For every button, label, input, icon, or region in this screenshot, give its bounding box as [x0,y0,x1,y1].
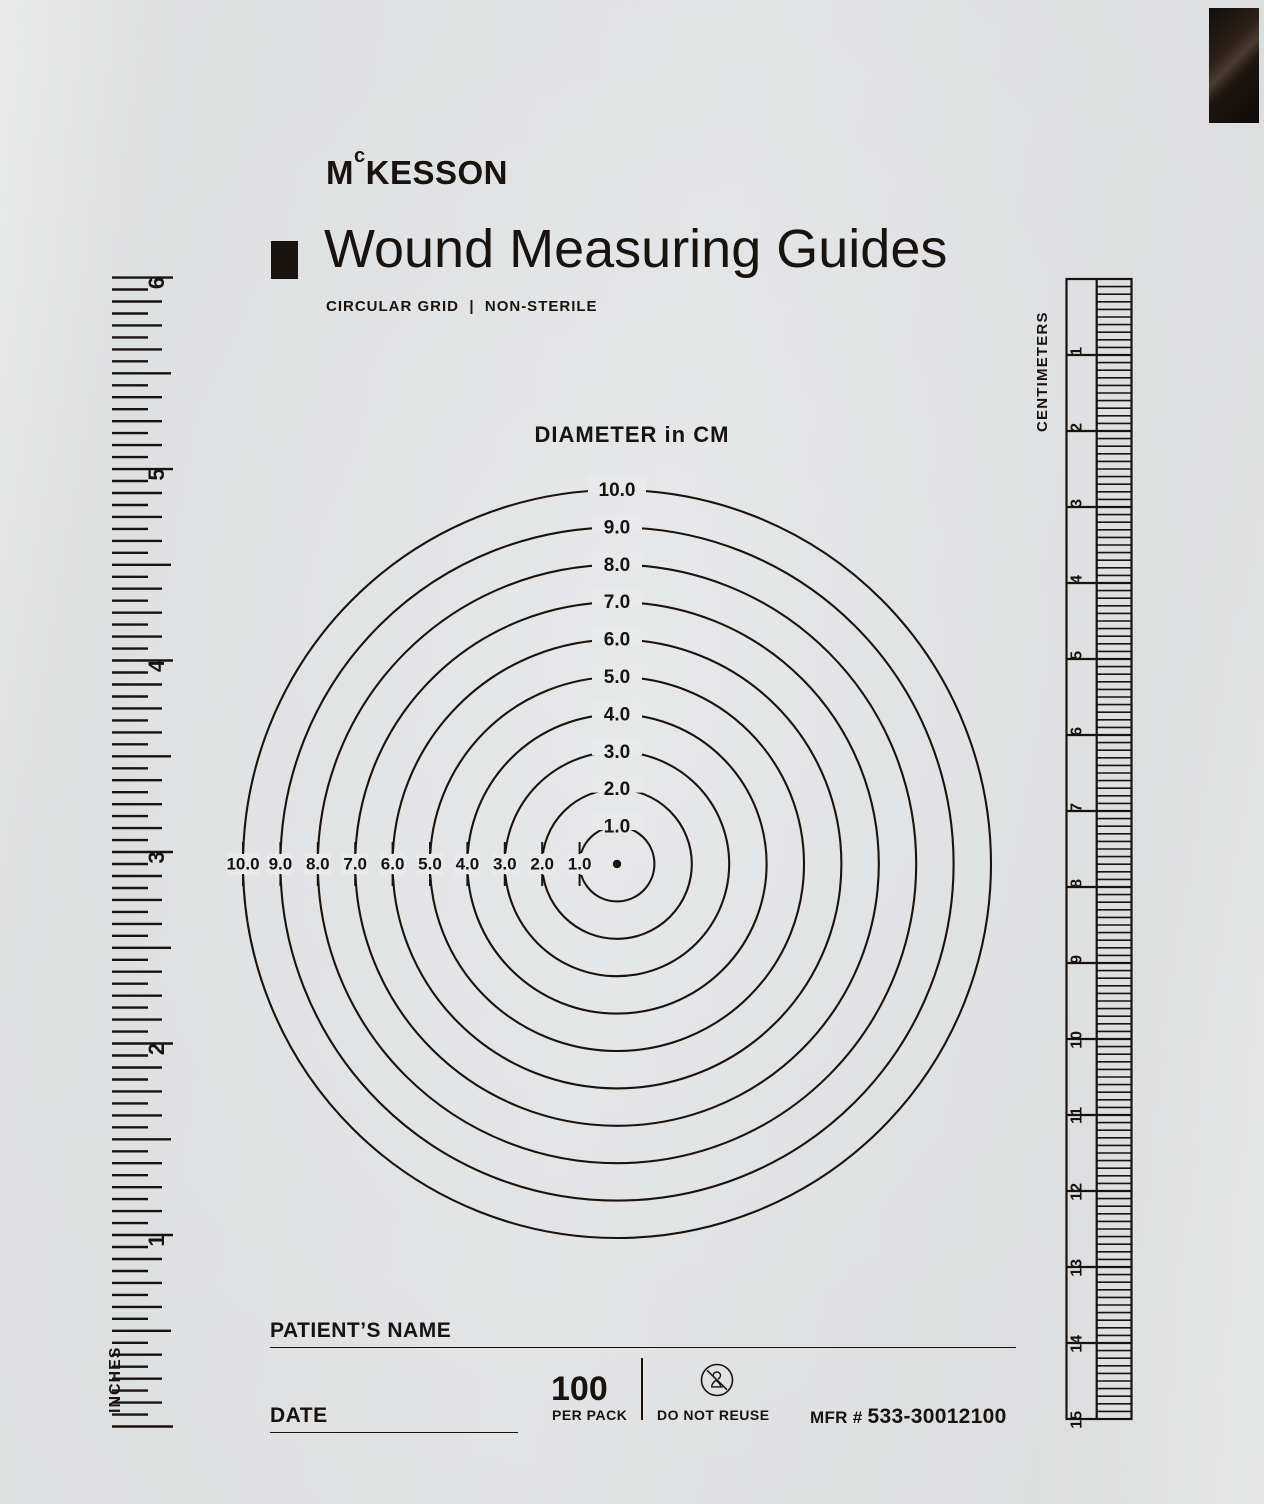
svg-text:4.0: 4.0 [456,855,480,874]
svg-text:4: 4 [1069,575,1086,584]
svg-text:4: 4 [144,659,169,672]
svg-text:1.0: 1.0 [604,817,630,838]
svg-text:6: 6 [1069,727,1086,736]
svg-text:6: 6 [144,277,169,289]
svg-text:5.0: 5.0 [418,855,442,874]
svg-text:5.0: 5.0 [604,667,630,688]
svg-text:6.0: 6.0 [381,855,405,874]
svg-text:14: 14 [1069,1335,1086,1353]
svg-text:6.0: 6.0 [604,630,630,651]
svg-text:13: 13 [1069,1259,1086,1277]
svg-text:1: 1 [1069,347,1086,356]
svg-text:15: 15 [1069,1411,1086,1429]
svg-text:10.0: 10.0 [226,855,259,874]
svg-text:INCHES: INCHES [107,1347,124,1413]
svg-text:8: 8 [1069,879,1086,888]
svg-text:11: 11 [1069,1107,1086,1124]
svg-text:1: 1 [144,1234,169,1246]
svg-text:5: 5 [144,468,169,480]
svg-text:5: 5 [1069,651,1086,660]
svg-text:3: 3 [1069,499,1086,508]
svg-text:2: 2 [1069,423,1086,432]
svg-text:10.0: 10.0 [599,480,636,501]
svg-text:8.0: 8.0 [604,555,630,576]
svg-text:CENTIMETERS: CENTIMETERS [1034,311,1051,432]
svg-text:9.0: 9.0 [604,517,630,538]
svg-text:9: 9 [1069,955,1086,964]
svg-text:12: 12 [1069,1183,1086,1201]
svg-text:9.0: 9.0 [269,855,293,874]
svg-text:2.0: 2.0 [604,779,630,800]
svg-text:4.0: 4.0 [604,704,630,725]
svg-text:7.0: 7.0 [604,592,630,613]
svg-text:2.0: 2.0 [530,855,554,874]
svg-text:10: 10 [1069,1031,1086,1049]
svg-text:3.0: 3.0 [604,742,630,763]
svg-text:1.0: 1.0 [568,855,592,874]
svg-text:2: 2 [144,1043,169,1055]
svg-text:8.0: 8.0 [306,855,330,874]
svg-text:3.0: 3.0 [493,855,517,874]
svg-text:3: 3 [144,851,169,863]
svg-text:7: 7 [1069,803,1086,812]
svg-text:7.0: 7.0 [343,855,367,874]
